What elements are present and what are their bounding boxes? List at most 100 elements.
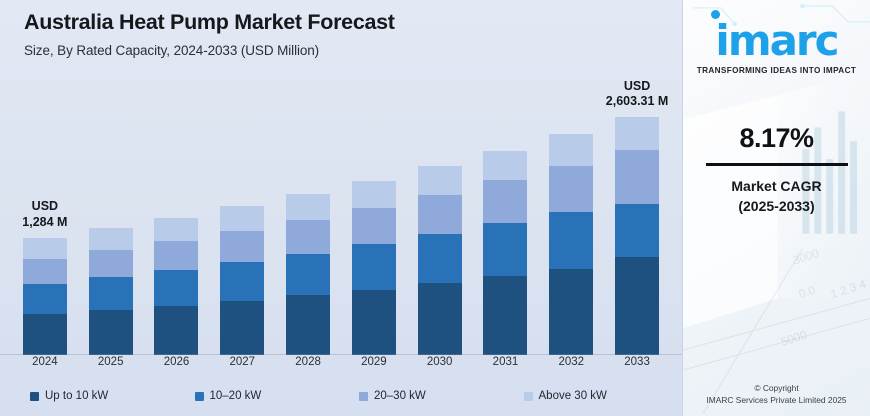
chart-legend: Up to 10 kW 10–20 kW 20–30 kW Above 30 kW: [12, 386, 670, 406]
bar-segment[interactable]: [22, 283, 67, 314]
bar-segment[interactable]: [88, 228, 133, 251]
stacked-bar[interactable]: [154, 217, 199, 355]
bar-segment[interactable]: [220, 206, 265, 231]
x-axis-tick: 2030: [426, 356, 453, 368]
bar-segment[interactable]: [417, 166, 462, 195]
x-axis-tick-labels: 2024 2025 2026 2027 2028 2029 2030 2031 2032 2033: [12, 356, 670, 378]
bar-segment[interactable]: [483, 180, 528, 224]
bar-segment[interactable]: [88, 276, 133, 310]
imarc-logo: imarc TRANSFORMING IDEAS INTO IMPACT: [696, 10, 857, 75]
bar-segment[interactable]: [549, 165, 594, 212]
bar-column[interactable]: USD 2,603.31 M: [604, 78, 670, 355]
bar-segment[interactable]: [286, 253, 331, 296]
bar-segment[interactable]: [615, 117, 660, 150]
bar-column[interactable]: [341, 80, 407, 355]
bar-segment[interactable]: [220, 300, 265, 355]
logo-dot-icon: [710, 10, 720, 19]
bar-segment[interactable]: [351, 244, 396, 290]
x-axis-tick: 2024: [32, 356, 58, 368]
bar-segment[interactable]: [154, 241, 199, 270]
legend-item[interactable]: 10–20 kW: [177, 390, 342, 402]
bar-segment[interactable]: [417, 194, 462, 235]
bar-segment[interactable]: [154, 269, 199, 306]
bar-segment[interactable]: [154, 305, 199, 355]
stacked-bar[interactable]: [286, 193, 331, 355]
stacked-bar[interactable]: [483, 150, 528, 355]
stacked-bar[interactable]: [549, 134, 594, 355]
bar-segment[interactable]: [220, 262, 265, 301]
stacked-bar[interactable]: [22, 237, 67, 355]
legend-label: Up to 10 kW: [45, 390, 109, 402]
legend-item[interactable]: Above 30 kW: [506, 390, 671, 402]
x-axis-tick: 2027: [229, 356, 256, 368]
svg-text:0.0: 0.0: [797, 283, 817, 302]
x-axis-tick: 2026: [163, 356, 190, 368]
bar-segment[interactable]: [417, 283, 462, 355]
bar-segment[interactable]: [286, 193, 331, 220]
bar-segment[interactable]: [483, 276, 528, 355]
first-value-label: USD 1,284 M: [22, 199, 68, 229]
legend-item[interactable]: Up to 10 kW: [12, 390, 177, 402]
x-axis-tick: 2029: [361, 356, 387, 368]
bar-segment[interactable]: [417, 234, 462, 284]
copyright-line-2: IMARC Services Private Limited 2025: [706, 394, 847, 405]
x-axis-tick: 2025: [97, 356, 124, 368]
bar-segment[interactable]: [549, 211, 594, 269]
bar-segment[interactable]: [88, 250, 133, 277]
stacked-bar[interactable]: [220, 206, 265, 355]
bar-column[interactable]: [407, 80, 473, 355]
last-value-label: USD 2,603.31 M: [605, 78, 669, 109]
bar-segment[interactable]: [22, 237, 67, 259]
bar-segment[interactable]: [154, 217, 199, 242]
bar-segment[interactable]: [351, 180, 396, 208]
legend-item[interactable]: 20–30 kW: [341, 390, 506, 402]
bar-segment[interactable]: [22, 258, 67, 284]
bar-segment[interactable]: [220, 230, 265, 263]
chart-subtitle: Size, By Rated Capacity, 2024-2033 (USD …: [24, 42, 320, 58]
stacked-bar[interactable]: [88, 228, 133, 355]
legend-swatch-icon: [194, 391, 204, 401]
logo-tagline: TRANSFORMING IDEAS INTO IMPACT: [696, 65, 857, 75]
bar-segment[interactable]: [286, 295, 331, 355]
x-axis-tick: 2033: [624, 356, 650, 368]
cagr-block: 8.17% Market CAGR (2025-2033): [705, 122, 848, 217]
bar-segment[interactable]: [549, 268, 594, 355]
bar-column[interactable]: [473, 80, 539, 355]
legend-swatch-icon: [30, 391, 39, 401]
bar-segment[interactable]: [22, 313, 67, 355]
bar-column[interactable]: USD 1,284 M: [12, 80, 78, 355]
bar-column[interactable]: [538, 80, 604, 355]
bar-segment[interactable]: [615, 203, 660, 257]
x-axis-line: [0, 354, 682, 355]
bar-column[interactable]: [209, 80, 275, 355]
plot-area: USD 1,284 M USD 2,603.31 M: [0, 78, 682, 355]
cagr-value: 8.17%: [739, 122, 814, 153]
bar-segment[interactable]: [483, 223, 528, 277]
bar-segment[interactable]: [286, 219, 331, 254]
chart-header: Australia Heat Pump Market Forecast Size…: [24, 10, 395, 58]
bar-segment[interactable]: [351, 289, 396, 355]
brand-background-graphic: 3000 0.0 1 2 3 4 5000: [683, 3, 870, 414]
bar-segment[interactable]: [88, 309, 133, 355]
brand-content: imarc TRANSFORMING IDEAS INTO IMPACT 8.1…: [683, 0, 870, 416]
x-axis-tick: 2028: [295, 356, 321, 368]
copyright-line-1: © Copyright: [754, 382, 799, 393]
page-title: Australia Heat Pump Market Forecast: [24, 10, 395, 34]
bar-segment[interactable]: [615, 256, 660, 355]
x-axis-tick: 2032: [558, 356, 585, 368]
bar-column[interactable]: [144, 80, 210, 355]
bar-segment[interactable]: [549, 134, 594, 166]
copyright-notice: © Copyright IMARC Services Private Limit…: [683, 382, 870, 406]
bar-segment[interactable]: [351, 207, 396, 245]
stacked-bar[interactable]: [615, 117, 660, 355]
legend-label: Above 30 kW: [538, 390, 607, 402]
bar-segment[interactable]: [615, 149, 660, 204]
stacked-bar[interactable]: [351, 180, 396, 355]
stacked-bar[interactable]: [417, 166, 462, 355]
bar-column[interactable]: [275, 80, 341, 355]
cagr-period: (2025-2033): [738, 198, 815, 215]
legend-label: 20–30 kW: [374, 390, 426, 402]
bar-column[interactable]: [78, 80, 144, 355]
bar-segment[interactable]: [483, 150, 528, 181]
